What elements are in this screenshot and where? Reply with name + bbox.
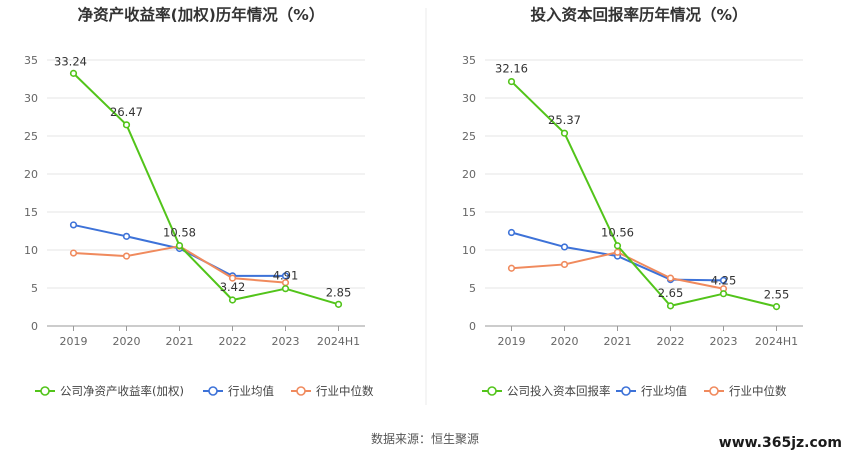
chart-title: 净资产收益率(加权)历年情况（%）	[78, 5, 325, 24]
x-tick-label: 2022	[219, 335, 247, 348]
data-point-2	[613, 248, 622, 256]
data-point-1	[719, 276, 728, 285]
data-label: 10.56	[601, 226, 634, 240]
data-point-1	[281, 272, 290, 280]
x-tick-label: 2022	[657, 335, 685, 348]
data-point-0	[334, 300, 343, 308]
chart-title: 投入资本回报率历年情况（%）	[530, 5, 747, 24]
y-tick-label: 20	[24, 168, 38, 181]
legend-label: 行业中位数	[316, 384, 374, 398]
data-label: 4.25	[711, 274, 737, 288]
y-tick-label: 25	[24, 130, 38, 143]
data-point-0	[772, 303, 781, 311]
data-point-0	[281, 285, 290, 293]
data-point-0	[228, 296, 237, 304]
x-tick-label: 2020	[113, 335, 141, 348]
x-tick-label: 2021	[604, 335, 632, 348]
watermark-text: www.365jz.com	[719, 435, 842, 451]
data-label: 10.58	[163, 226, 196, 240]
data-point-1	[69, 221, 78, 229]
series-line-0	[510, 80, 777, 308]
series-line-0	[72, 72, 339, 306]
data-point-1	[560, 243, 569, 251]
y-tick-label: 5	[31, 282, 38, 295]
y-tick-label: 30	[462, 92, 476, 105]
data-point-2	[507, 264, 516, 272]
roic-chart-panel: 投入资本回报率历年情况（%） 0 5 10 15 20 25 30 35 2019 2020 2021…	[462, 5, 803, 398]
y-tick-label: 0	[469, 320, 476, 333]
legend-label: 行业均值	[228, 384, 274, 398]
data-point-1	[507, 228, 516, 237]
data-point-0	[560, 129, 569, 137]
data-label: 32.16	[495, 62, 528, 76]
data-point-1	[122, 232, 131, 240]
x-tick-label: 2024H1	[755, 335, 798, 348]
data-label: 26.47	[110, 105, 143, 119]
y-tick-label: 20	[462, 168, 476, 181]
data-label: 2.65	[658, 286, 684, 300]
y-tick-label: 0	[31, 320, 38, 333]
y-tick-label: 35	[24, 54, 38, 67]
data-point-0	[507, 77, 516, 86]
legend-swatch-marker	[709, 386, 719, 396]
y-tick-label: 15	[24, 206, 38, 219]
x-tick-label: 2019	[60, 335, 88, 348]
data-label: 25.37	[548, 113, 581, 127]
x-tick-label: 2023	[710, 335, 738, 348]
x-tick-label: 2019	[498, 335, 526, 348]
legend-label: 行业均值	[641, 384, 687, 398]
data-point-0	[175, 241, 184, 250]
x-tick-label: 2023	[272, 335, 300, 348]
y-tick-label: 35	[462, 54, 476, 67]
x-tick-label: 2024H1	[317, 335, 360, 348]
y-tick-label: 5	[469, 282, 476, 295]
data-point-2	[228, 274, 237, 282]
x-tick-label: 2021	[166, 335, 194, 348]
data-point-0	[613, 242, 622, 250]
data-point-0	[69, 69, 78, 77]
legend-swatch-marker	[487, 386, 497, 396]
y-tick-label: 10	[462, 244, 476, 257]
legend-label: 公司净资产收益率(加权)	[60, 384, 184, 398]
data-label: 2.55	[764, 288, 790, 302]
y-tick-label: 15	[462, 206, 476, 219]
legend-label: 行业中位数	[729, 384, 787, 398]
legend-label: 公司投入资本回报率	[507, 384, 611, 398]
y-tick-label: 25	[462, 130, 476, 143]
legend-swatch-marker	[208, 386, 218, 396]
data-label: 2.85	[326, 285, 352, 299]
roe-chart-panel: 净资产收益率(加权)历年情况（%） 0 5 10 15 20 25 30 35 2019 2020 2…	[24, 5, 374, 398]
data-point-2	[666, 274, 675, 282]
y-tick-label: 10	[24, 244, 38, 257]
data-point-0	[122, 121, 131, 129]
data-source-text: 数据来源：恒生聚源	[371, 431, 479, 446]
legend-swatch-marker	[621, 386, 631, 396]
data-label: 4.91	[273, 269, 299, 283]
data-point-2	[560, 260, 569, 269]
data-point-2	[69, 249, 78, 257]
x-tick-label: 2020	[551, 335, 579, 348]
data-label: 33.24	[54, 54, 87, 68]
data-point-2	[122, 252, 131, 260]
data-point-0	[666, 302, 675, 310]
data-label: 3.42	[220, 280, 246, 294]
y-tick-label: 30	[24, 92, 38, 105]
data-point-0	[719, 290, 728, 298]
legend-swatch-marker	[40, 386, 50, 396]
legend-swatch-marker	[296, 386, 306, 396]
